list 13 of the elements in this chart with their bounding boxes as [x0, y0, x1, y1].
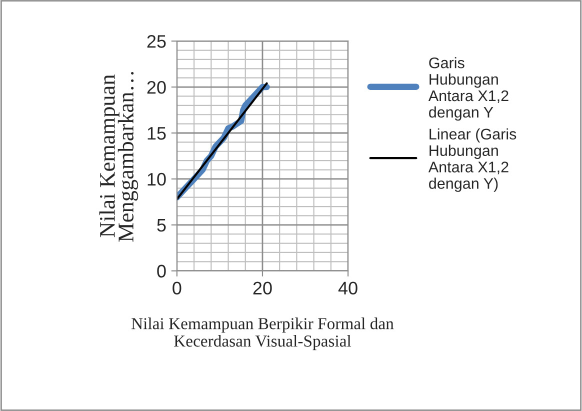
x-tick-label: 20 — [253, 282, 272, 295]
y-tick-label: 10 — [148, 172, 166, 186]
x-axis-title: Nilai Kemampuan Berpikir Formal dan Kecerdasan Visual-Spasial — [132, 318, 394, 350]
legend-label: Linear (Garis Hubungan Antara X1,2 dengan Y) — [428, 128, 516, 192]
legend-label: Garis Hubungan Antara X1,2 dengan Y — [428, 57, 508, 121]
y-tick-label: 15 — [148, 127, 166, 140]
y-tick-label: 0 — [157, 264, 166, 278]
y-tick-label: 20 — [147, 80, 166, 94]
x-tick-label: 40 — [338, 282, 358, 295]
y-tick-label: 5 — [157, 219, 166, 232]
y-axis-title: Nilai Kemampuan Menggambarkan… — [99, 72, 138, 242]
y-tick-label: 25 — [147, 35, 166, 48]
x-tick-label: 0 — [172, 282, 182, 295]
